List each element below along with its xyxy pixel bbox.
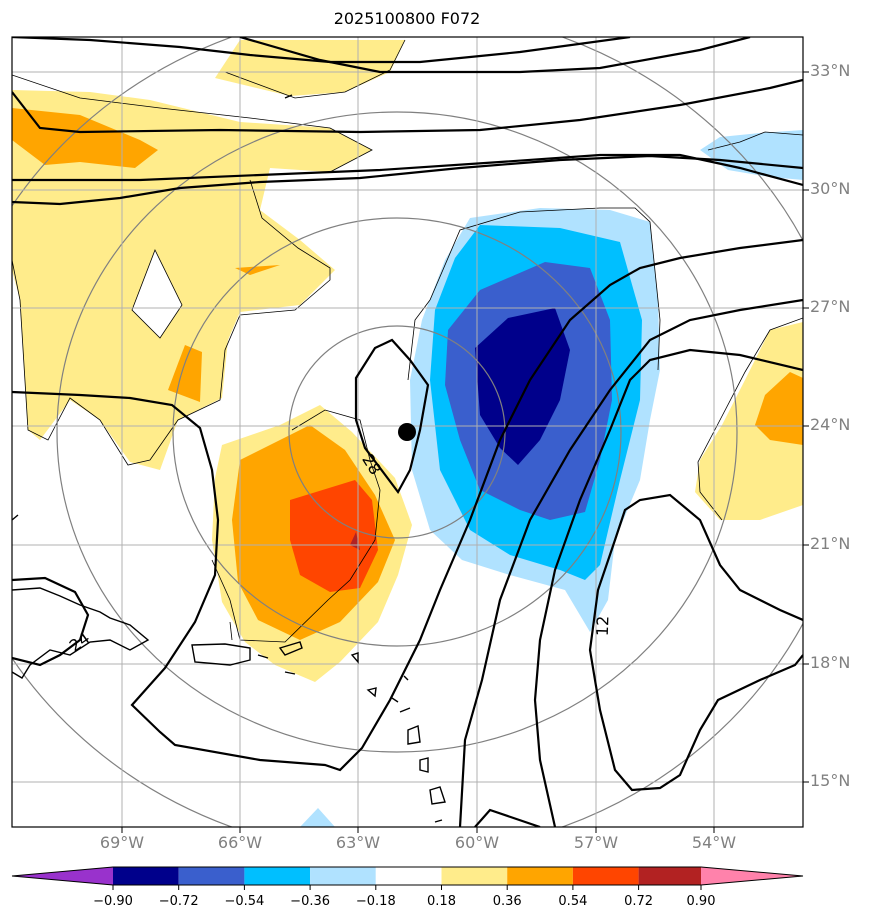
colorbar-bin (441, 867, 508, 885)
thin-contours (12, 39, 803, 643)
colorbar-tick-label: 0.90 (686, 894, 716, 909)
colorbar-bin (113, 867, 179, 885)
colorbar-extend-low (12, 867, 113, 885)
anomaly-fill-small-core (168, 345, 202, 402)
colorbar-tick-label: 0.18 (427, 894, 456, 909)
colorbar-tick-label: −0.36 (290, 894, 331, 909)
colorbar-bin (572, 867, 639, 885)
map-title: 2025100800 F072 (333, 9, 481, 28)
coastlines (12, 94, 446, 823)
lon-label: 63°W (335, 833, 381, 852)
lat-label: 24°N (810, 415, 851, 434)
lat-label: 15°N (810, 771, 851, 790)
storm-center-marker (398, 423, 416, 441)
tick-marks (121, 71, 809, 833)
anomaly-fill-blue-south (300, 808, 335, 827)
lon-label: 66°W (217, 833, 263, 852)
colorbar-bin (178, 867, 245, 885)
colorbar-tick-label: 0.72 (624, 894, 654, 909)
colorbar-bin (638, 867, 701, 885)
colorbar (11, 866, 804, 890)
anomaly-hole-northwest (132, 250, 182, 338)
colorbar-extend-high (701, 867, 803, 885)
thick-contours (12, 37, 803, 827)
map-frame (11, 36, 804, 828)
colorbar-bin (310, 867, 376, 885)
colorbar-tick-label: −0.90 (93, 894, 133, 909)
lat-label: 30°N (810, 179, 851, 198)
contour-label-12: 12 (593, 615, 613, 636)
anomaly-fill-northwest (12, 90, 372, 470)
anomaly-fill-blue-northeast (700, 130, 803, 180)
negative-anomaly-fill (300, 130, 803, 827)
colorbar-tick-label: 0.36 (492, 894, 522, 909)
anomaly-fill-east-core (755, 372, 803, 445)
colorbar-bin (507, 867, 573, 885)
positive-anomaly-fill (12, 40, 803, 682)
lat-label: 18°N (810, 653, 851, 672)
colorbar-tick-label: −0.72 (158, 894, 199, 909)
colorbar-tick-label: −0.54 (224, 894, 265, 909)
lon-label: 54°W (691, 833, 737, 852)
colorbar-bin (244, 867, 311, 885)
colorbar-tick-label: −0.18 (355, 894, 396, 909)
colorbar-bin (375, 867, 442, 885)
lat-label: 27°N (810, 297, 851, 316)
lon-label: 57°W (573, 833, 619, 852)
lon-label: 69°W (99, 833, 145, 852)
colorbar-tick-label: 0.54 (558, 894, 588, 909)
lat-label: 33°N (810, 61, 851, 80)
map-area: 28 24 12 (12, 37, 803, 827)
anomaly-fill-small-core-2 (235, 265, 280, 275)
anomaly-fill-east (695, 322, 803, 520)
lat-label: 21°N (810, 534, 851, 553)
anomaly-fill-south-peak (290, 480, 378, 592)
lon-label: 60°W (454, 833, 500, 852)
